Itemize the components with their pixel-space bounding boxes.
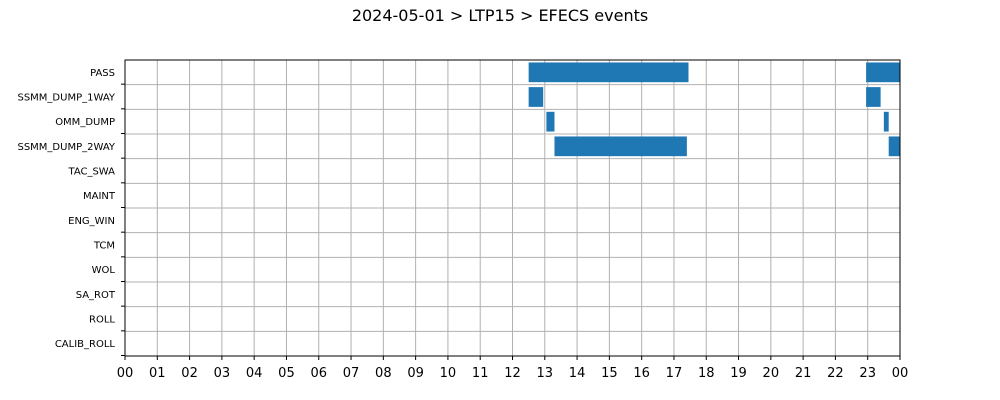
event-bar [528, 87, 544, 107]
x-tick-label: 00 [892, 366, 909, 381]
x-tick-label: 02 [181, 366, 198, 381]
y-tick-label: CALIB_ROLL [55, 339, 116, 350]
y-tick-label: ROLL [89, 315, 115, 326]
x-tick-label: 12 [504, 366, 521, 381]
y-tick-label: SSMM_DUMP_2WAY [17, 142, 115, 153]
x-tick-label: 03 [214, 366, 231, 381]
y-tick-label: ENG_WIN [68, 216, 115, 227]
x-tick-label: 08 [375, 366, 392, 381]
x-tick-label: 07 [343, 366, 360, 381]
event-bar [528, 62, 689, 83]
y-axis: PASS SSMM_DUMP_1WAY OMM_DUMP SSMM_DUMP_2WAY… [17, 68, 125, 356]
y-tick-label: TCM [93, 241, 115, 252]
chart-title: 2024-05-01 > LTP15 > EFECS events [351, 6, 649, 25]
y-tick-label: SA_ROT [76, 290, 116, 301]
x-tick-label: 16 [633, 366, 650, 381]
grid [124, 60, 901, 356]
x-tick-label: 15 [601, 366, 618, 381]
x-tick-label: 14 [569, 366, 586, 381]
event-bar [883, 111, 889, 132]
y-tick-label: TAC_SWA [67, 167, 115, 178]
y-tick-label: WOL [92, 265, 116, 276]
y-tick-label: SSMM_DUMP_1WAY [17, 93, 115, 104]
bars [528, 62, 900, 157]
x-tick-label: 04 [246, 366, 263, 381]
x-axis: 00 01 02 03 04 05 06 07 08 09 10 11 12 13 14 15 16 17 18 19… [117, 356, 909, 381]
x-tick-label: 05 [278, 366, 295, 381]
x-tick-label: 00 [117, 366, 134, 381]
x-tick-label: 17 [666, 366, 683, 381]
x-tick-label: 20 [763, 366, 780, 381]
x-tick-label: 06 [310, 366, 327, 381]
event-bar [866, 87, 881, 107]
x-tick-label: 09 [407, 366, 424, 381]
x-tick-label: 22 [827, 366, 844, 381]
x-tick-label: 11 [472, 366, 489, 381]
event-bar [866, 62, 900, 83]
x-tick-label: 10 [440, 366, 457, 381]
x-tick-label: 23 [859, 366, 876, 381]
x-tick-label: 01 [149, 366, 166, 381]
x-tick-label: 19 [730, 366, 747, 381]
y-tick-label: OMM_DUMP [55, 117, 115, 128]
y-tick-label: MAINT [83, 191, 116, 202]
event-bar [888, 136, 900, 157]
event-bar [554, 136, 687, 157]
x-tick-label: 18 [698, 366, 715, 381]
y-tick-label: PASS [90, 68, 115, 79]
event-bar [546, 111, 555, 132]
x-tick-label: 21 [795, 366, 812, 381]
x-tick-label: 13 [537, 366, 554, 381]
